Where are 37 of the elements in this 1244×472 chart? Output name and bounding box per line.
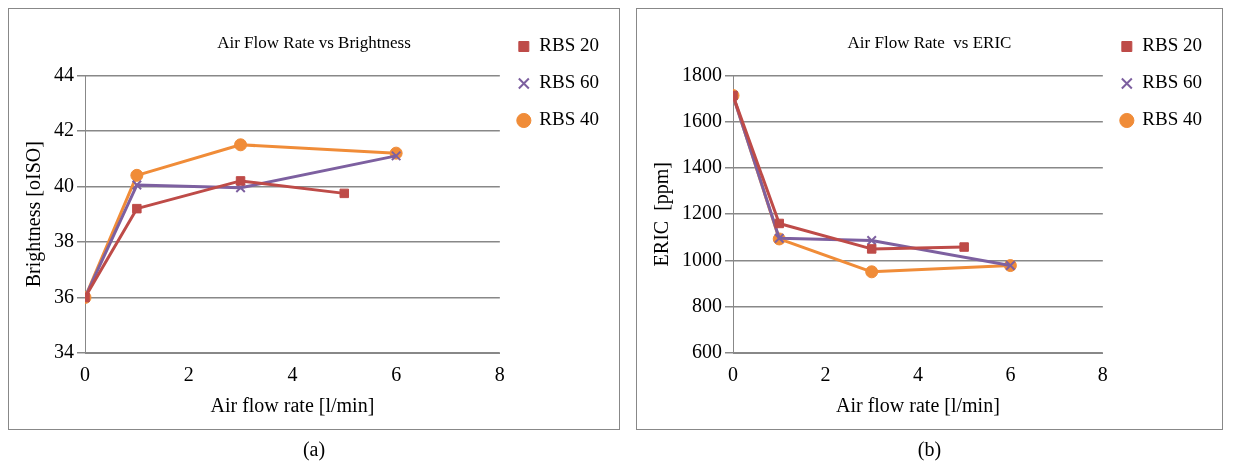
y-tick-label: 38: [54, 229, 74, 252]
legend-label: RBS 60: [539, 71, 600, 93]
x-axis-title: Air flow rate [l/min]: [836, 394, 1000, 417]
text: (a): [301, 438, 327, 461]
y-tick-label: 800: [692, 293, 722, 316]
text: (b): [916, 438, 943, 461]
legend-label: RBS 40: [1142, 108, 1203, 130]
x-tick-label: 8: [1097, 363, 1108, 386]
y-tick-label: 1800: [682, 62, 722, 85]
x-tick-label: 2: [820, 363, 831, 386]
y-tick-label: 44: [54, 62, 74, 85]
legend-label: RBS 40: [539, 108, 600, 130]
y-tick-label: 1000: [682, 247, 722, 270]
x-tick-label: 4: [287, 363, 298, 386]
y-tick-label: 36: [54, 284, 74, 307]
legend-label: RBS 20: [539, 34, 600, 56]
x-axis-title: Air flow rate [l/min]: [210, 394, 375, 417]
x-tick-label: 8: [494, 363, 505, 386]
y-tick-label: 600: [692, 340, 722, 363]
y-tick-label: 40: [54, 173, 74, 196]
x-tick-label: 2: [183, 363, 194, 386]
legend-label: RBS 20: [1142, 34, 1203, 56]
y-tick-label: 42: [54, 118, 74, 141]
y-tick-label: 1600: [682, 108, 722, 131]
y-axis-title: ERIC [ppm]: [650, 161, 674, 267]
chart-title: Air Flow Rate vs ERIC: [847, 32, 1012, 52]
y-tick-label: 1400: [682, 155, 722, 178]
x-tick-label: 4: [912, 363, 923, 386]
chart-title: Air Flow Rate vs Brightness: [217, 32, 411, 52]
y-tick-label: 1200: [682, 201, 722, 224]
x-tick-label: 6: [391, 363, 402, 386]
x-tick-label: 0: [80, 363, 90, 386]
y-tick-label: 34: [54, 340, 74, 363]
x-tick-label: 6: [1005, 363, 1016, 386]
x-tick-label: 0: [728, 363, 738, 386]
legend-label: RBS 60: [1142, 71, 1203, 93]
y-axis-title: Brightness [oISO]: [22, 141, 46, 288]
